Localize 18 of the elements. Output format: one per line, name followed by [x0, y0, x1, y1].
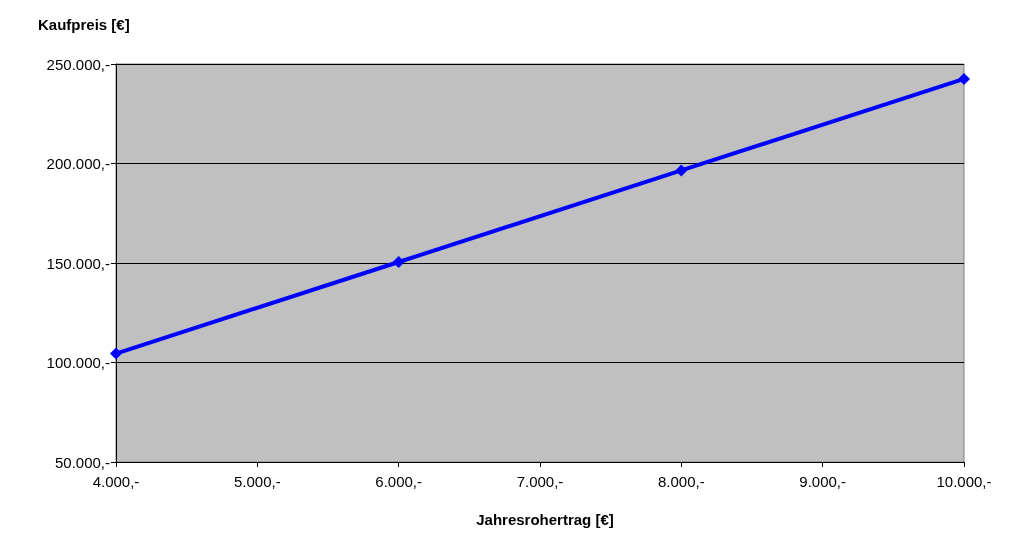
y-tick-label: 50.000,-: [54, 453, 110, 471]
point: [675, 164, 688, 177]
x-tick-label: 5.000,-: [233, 473, 281, 490]
x-axis-title: Jahresrohertrag [€]: [476, 511, 614, 528]
point: [110, 347, 122, 360]
y-tick-label: 250.000,-: [46, 55, 110, 73]
x-tick-label: 9.000,-: [799, 473, 847, 490]
x-tick-label: 10.000,-: [936, 473, 992, 490]
point: [392, 256, 405, 269]
y-axis-title: Kaufpreis [€]: [38, 16, 130, 33]
point: [958, 72, 970, 85]
y-tick-label: 100.000,-: [46, 354, 110, 371]
x-tick-label: 4.000,-: [92, 473, 140, 490]
y-tick-label: 200.000,-: [46, 155, 110, 172]
x-tick-label: 7.000,-: [516, 473, 564, 490]
x-tick-label: 6.000,-: [375, 473, 423, 490]
y-tick-label: 150.000,-: [46, 254, 110, 272]
x-tick-label: 8.000,-: [657, 473, 705, 490]
